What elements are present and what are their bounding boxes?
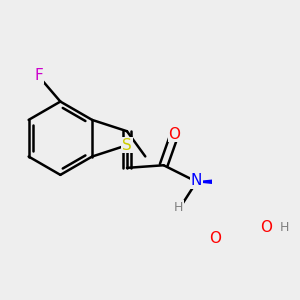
Text: O: O <box>209 231 221 246</box>
Text: N: N <box>191 173 202 188</box>
Polygon shape <box>196 178 233 185</box>
Text: S: S <box>122 138 132 153</box>
Text: H: H <box>280 221 289 234</box>
Text: O: O <box>169 127 181 142</box>
Text: H: H <box>174 201 184 214</box>
Text: O: O <box>260 220 272 235</box>
Text: F: F <box>34 68 43 83</box>
